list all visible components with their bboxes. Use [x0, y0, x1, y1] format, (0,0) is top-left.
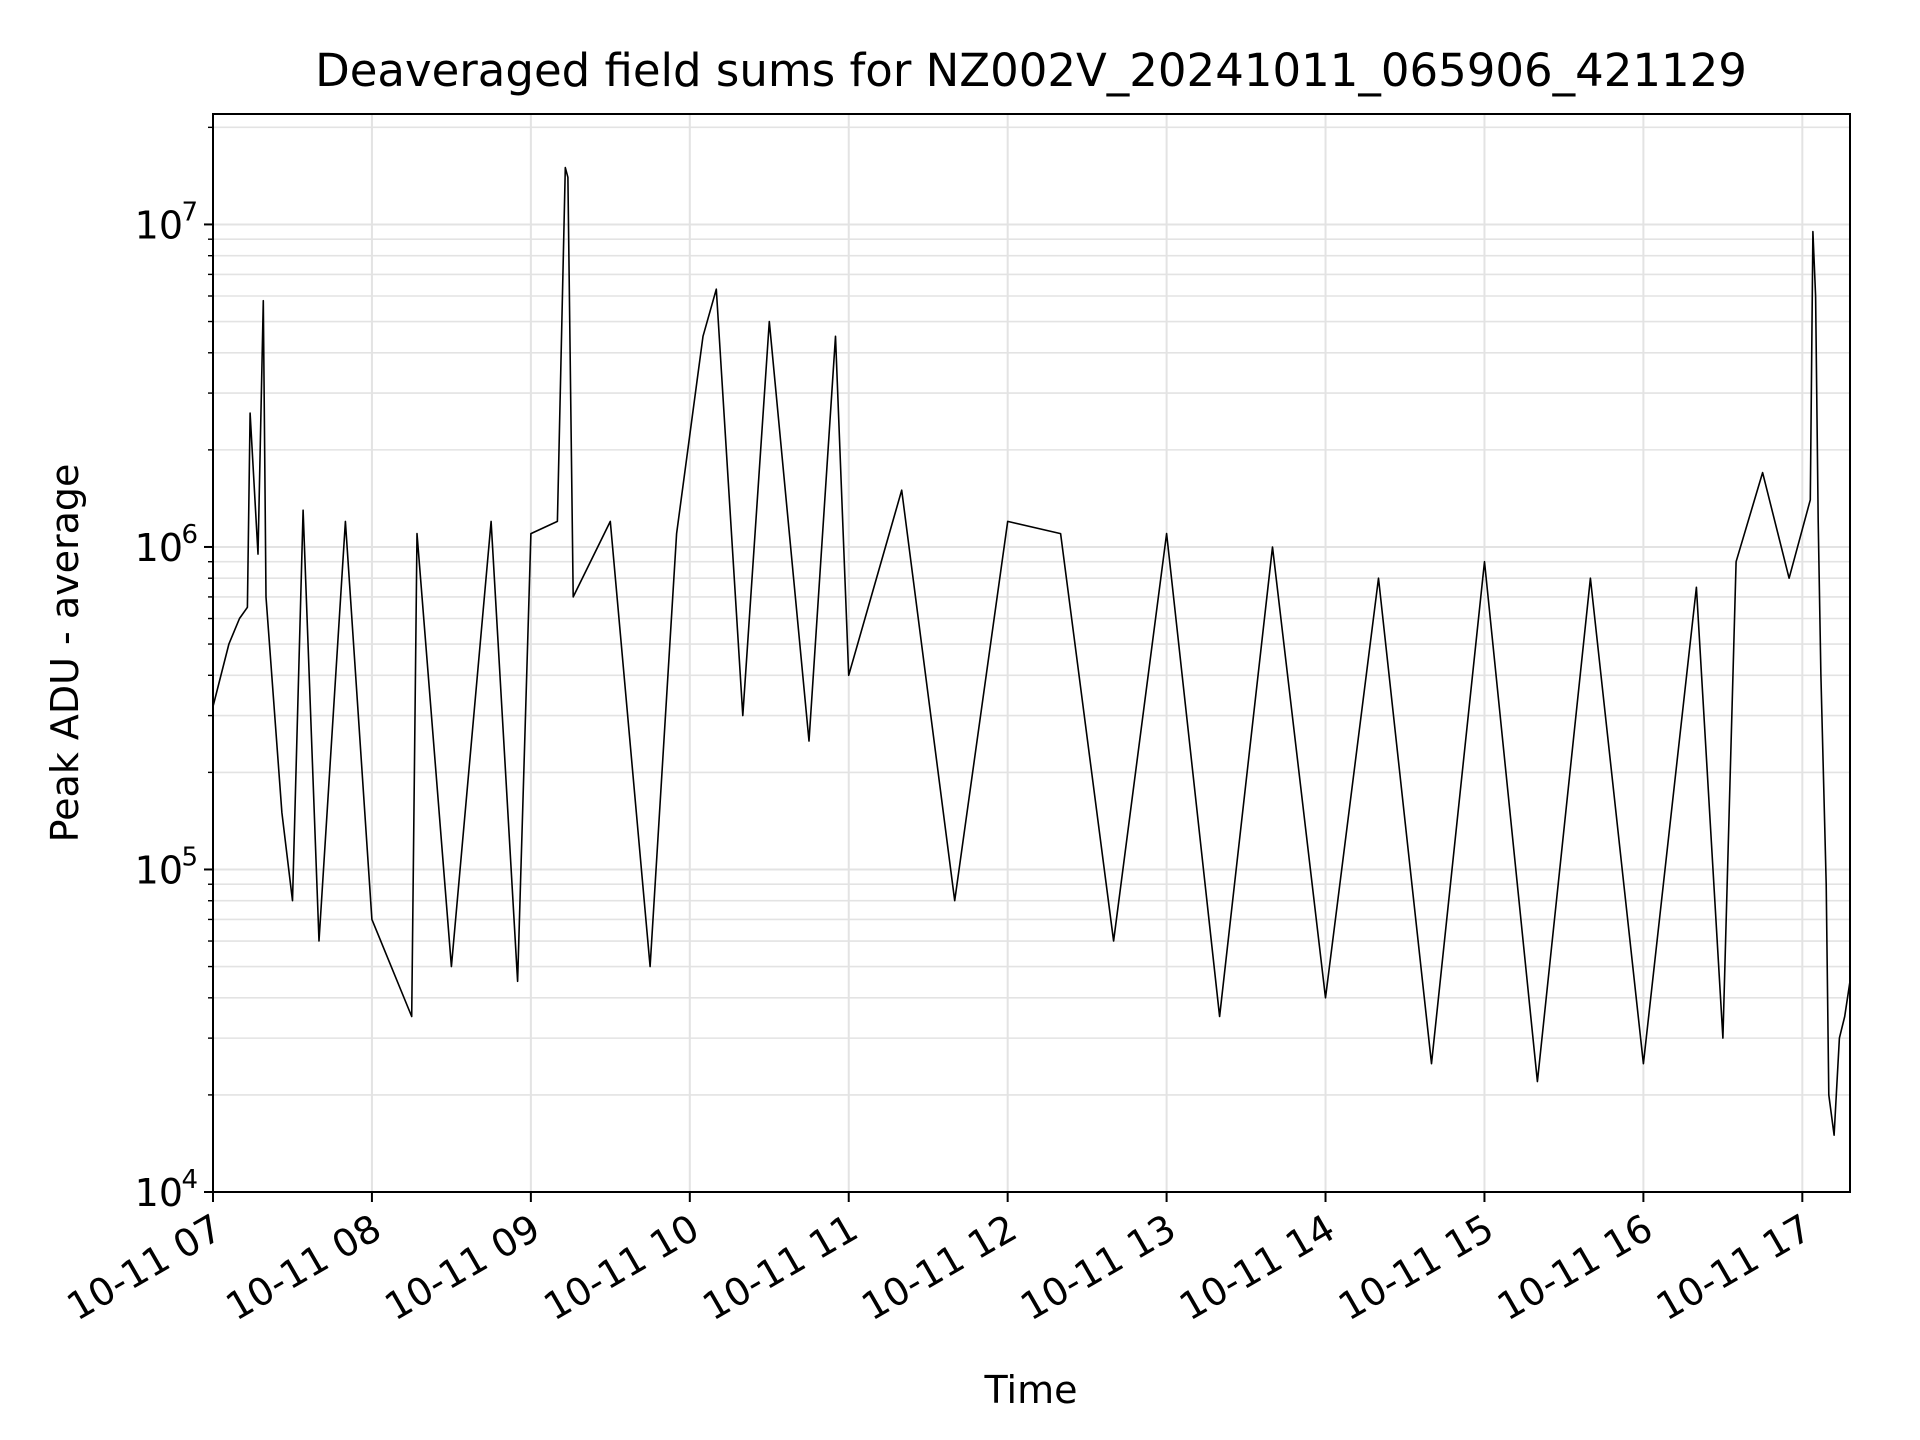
y-tick-label: 10 — [135, 848, 183, 892]
grid — [212, 114, 1850, 1193]
chart-title: Deaveraged field sums for NZ002V_2024101… — [315, 44, 1747, 97]
y-tick-label: 10 — [135, 1171, 183, 1215]
y-tick-label-exponent: 5 — [181, 842, 198, 872]
y-tick-label: 10 — [135, 526, 183, 570]
y-tick-label: 10 — [135, 203, 183, 247]
series-line — [212, 166, 1851, 1136]
y-tick-label-exponent: 6 — [181, 520, 198, 550]
y-tick-label-exponent: 4 — [181, 1165, 198, 1195]
y-tick-label-exponent: 7 — [181, 197, 198, 227]
y-axis-label: Peak ADU - average — [43, 464, 87, 843]
data-series — [212, 166, 1851, 1136]
x-axis-label: Time — [984, 1368, 1078, 1412]
plot-frame — [212, 113, 1851, 1193]
